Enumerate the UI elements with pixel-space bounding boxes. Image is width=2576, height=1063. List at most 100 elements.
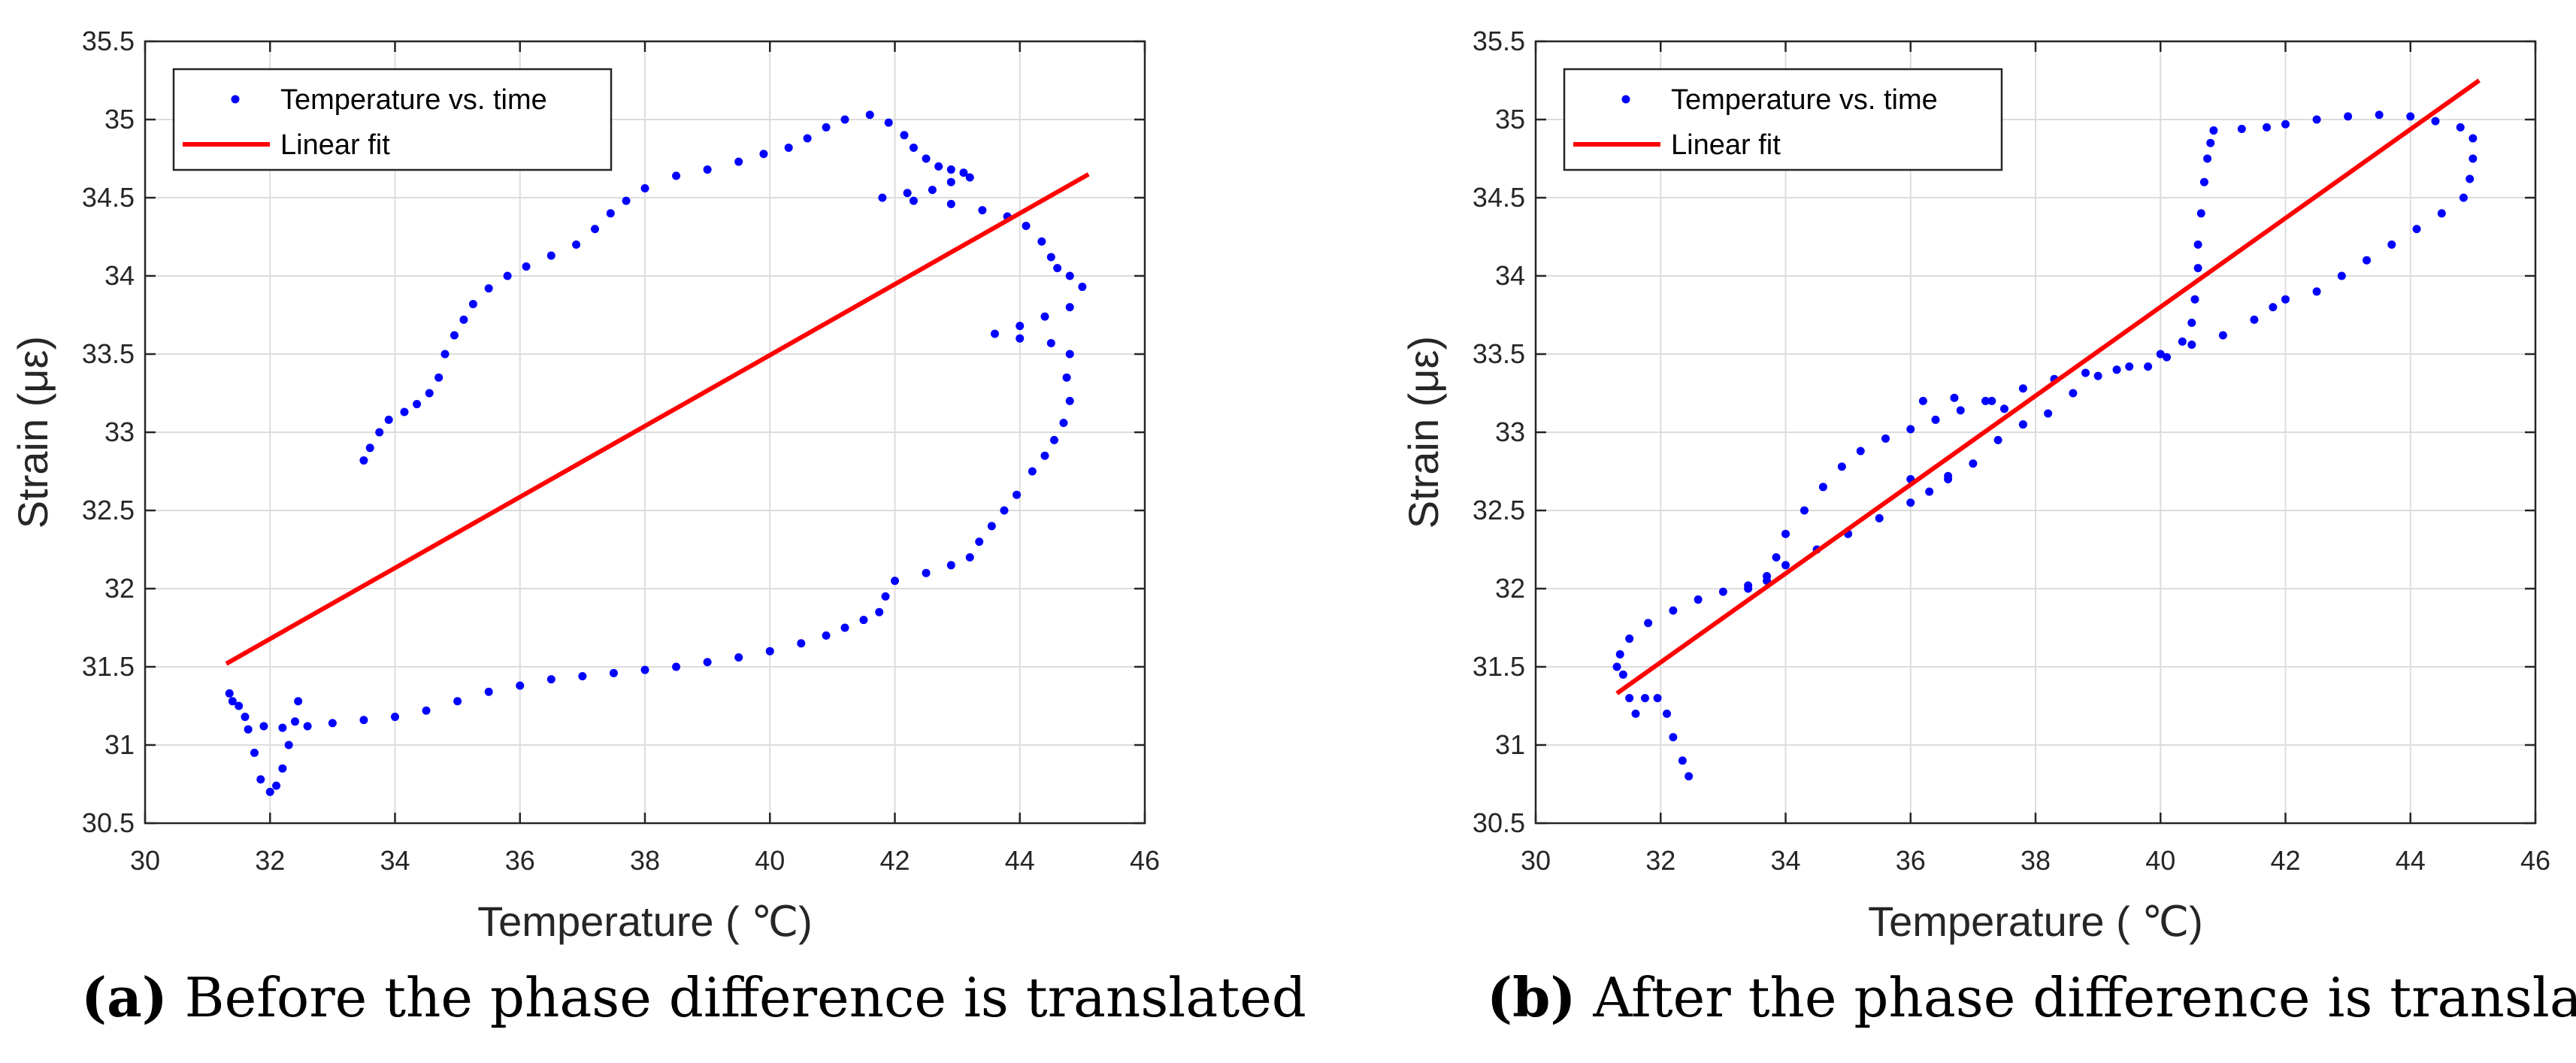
data-point — [453, 697, 462, 706]
data-point — [391, 713, 399, 722]
x-tick-label: 38 — [2021, 845, 2051, 876]
y-tick-label: 33 — [104, 416, 135, 447]
data-point — [2193, 240, 2202, 249]
y-tick-label: 33.5 — [1473, 338, 1525, 369]
data-point — [991, 329, 999, 338]
data-point — [2469, 154, 2478, 163]
data-point — [400, 407, 409, 416]
data-point — [934, 162, 943, 171]
y-axis-label: Strain (με) — [9, 336, 56, 528]
data-point — [1772, 553, 1781, 562]
data-point — [903, 189, 912, 198]
caption-b-text: After the phase difference is translated — [1576, 966, 2576, 1029]
data-point — [1931, 415, 1940, 424]
data-point — [2269, 303, 2278, 312]
series-temperature-vs-time — [225, 111, 1087, 796]
y-axis-label: Strain (με) — [1400, 336, 1447, 528]
data-point — [256, 775, 265, 784]
data-point — [2250, 315, 2259, 324]
x-tick-label: 32 — [1645, 845, 1675, 876]
legend-label: Temperature vs. time — [280, 84, 547, 116]
data-point — [734, 653, 743, 662]
data-point — [413, 400, 422, 409]
data-point — [1678, 756, 1687, 765]
data-point — [965, 173, 974, 182]
y-tick-label: 32 — [104, 573, 135, 604]
y-tick-label: 34 — [1495, 260, 1525, 291]
data-point — [278, 723, 287, 732]
data-point — [265, 787, 274, 796]
data-point — [384, 415, 393, 424]
x-axis-label: Temperature ( ℃) — [477, 898, 813, 945]
data-point — [2044, 409, 2053, 418]
data-point — [1065, 396, 1074, 405]
data-point — [840, 115, 849, 124]
y-tick-label: 32.5 — [82, 495, 135, 525]
data-point — [1062, 373, 1071, 382]
data-point — [2466, 174, 2475, 183]
data-point — [272, 781, 281, 790]
data-point — [1625, 634, 1634, 644]
data-point — [1906, 425, 1915, 434]
chart-panel-a: 30 32 34 36 38 40 42 44 46 30.5 31 31.5 32 32.5 33 33.5… — [9, 26, 1160, 945]
data-point — [1028, 467, 1037, 476]
x-tick-label: 30 — [130, 845, 160, 876]
x-tick-label: 44 — [2396, 845, 2426, 876]
data-point — [1685, 772, 1694, 781]
x-tick-label: 34 — [380, 845, 410, 876]
data-point — [1065, 303, 1074, 312]
data-point — [1669, 733, 1678, 742]
x-tick-label: 42 — [879, 845, 910, 876]
data-point — [2218, 331, 2227, 340]
data-point — [1046, 338, 1055, 347]
data-point — [2112, 365, 2121, 374]
legend: Temperature vs. time Linear fit — [172, 68, 613, 171]
data-point — [672, 171, 681, 180]
data-point — [978, 206, 987, 215]
data-point — [591, 225, 599, 234]
x-tick-label: 32 — [255, 845, 285, 876]
data-point — [1925, 487, 1934, 496]
caption-a-letter: (a) — [81, 965, 168, 1029]
data-point — [1969, 459, 1978, 468]
data-point — [881, 592, 890, 601]
data-point — [900, 131, 909, 140]
data-point — [965, 553, 974, 562]
data-point — [328, 719, 337, 728]
y-tick-label: 35 — [1495, 104, 1525, 135]
data-point — [291, 717, 299, 726]
data-point — [987, 522, 996, 531]
data-point — [1906, 498, 1915, 507]
data-point — [2344, 112, 2353, 121]
y-tick-label: 35.5 — [82, 26, 135, 56]
data-point — [259, 722, 268, 731]
data-point — [859, 616, 868, 625]
data-point — [2456, 123, 2465, 132]
data-point — [303, 722, 312, 731]
data-point — [2312, 287, 2321, 296]
linear-fit-line — [225, 172, 1090, 666]
data-point — [1040, 451, 1049, 460]
data-point — [522, 262, 531, 271]
legend-label: Temperature vs. time — [1671, 84, 1938, 116]
chart-panel-b: 30 32 34 36 38 40 42 44 46 30.5 31 31.5 32 32.5 33 33.5… — [1400, 26, 2550, 945]
data-point — [2375, 111, 2384, 120]
data-point — [2263, 123, 2272, 132]
data-point — [2163, 353, 2172, 362]
data-point — [1065, 271, 1074, 280]
data-point — [1631, 709, 1640, 718]
data-point — [1065, 350, 1074, 359]
data-point — [606, 209, 615, 218]
data-point — [1993, 435, 2002, 444]
data-point — [284, 740, 293, 750]
data-point — [2196, 209, 2205, 218]
data-point — [909, 143, 918, 152]
data-point — [1000, 506, 1009, 515]
data-point — [546, 675, 555, 684]
data-point — [1744, 584, 1753, 593]
data-point — [578, 671, 587, 680]
data-point — [784, 143, 793, 152]
data-point — [703, 165, 712, 174]
data-point — [1718, 587, 1727, 596]
y-tick-label: 33.5 — [82, 338, 135, 369]
